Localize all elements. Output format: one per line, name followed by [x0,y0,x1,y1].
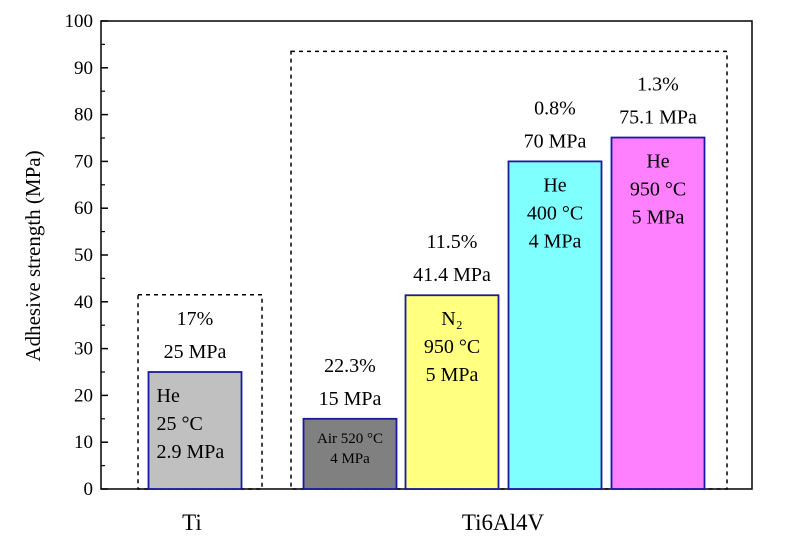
bar-value-label: 41.4 MPa [413,264,491,286]
y-tick-label: 20 [74,385,93,406]
group-label-ti: Ti [182,510,202,535]
bar-condition-label: 2.9 MPa [157,441,225,463]
group-box-ti [137,294,263,490]
y-tick-label: 100 [65,11,94,32]
bar-percent-label: 0.8% [534,97,576,119]
bar-condition-label: He [157,385,180,407]
y-tick-label: 90 [74,58,93,79]
bar-condition-label: 4 MPa [529,230,582,252]
bar-condition-label: 5 MPa [426,364,479,386]
bar-value-label: 70 MPa [524,130,587,152]
y-tick-label: 80 [74,105,93,126]
bar-percent-label: 17% [177,308,214,330]
bar-condition-label: 950 °C [424,336,480,358]
bar-percent-label: 22.3% [324,355,376,377]
bar-1 [302,417,398,490]
y-tick-label: 0 [84,479,94,500]
bar-4 [610,136,706,490]
bar-0 [147,371,243,490]
group-label-ti6al4v: Ti6Al4V [462,510,545,535]
bar-condition-label: N₂ [441,308,462,330]
y-tick-label: 50 [74,245,93,266]
bar-percent-label: 11.5% [427,231,478,253]
bar-condition-label: He [646,151,669,173]
y-tick-label: 70 [74,151,93,172]
y-tick-label: 10 [74,432,93,453]
bar-condition-label: 950 °C [630,179,686,201]
labels-layer: 0 10 20 30 40 50 60 70 80 90 100 Ti Ti6Al4V 17% 25 MPa… [65,11,698,535]
bar-value-label: 25 MPa [164,341,227,363]
bar-condition-label: 4 MPa [330,451,370,467]
bar-condition-label: 25 °C [157,413,203,435]
y-tick-label: 30 [74,339,93,360]
y-tick-label: 60 [74,198,93,219]
bar-value-label: 15 MPa [319,388,382,410]
bars-layer [147,136,706,490]
bar-condition-label: 5 MPa [632,207,685,229]
bar-condition-label: Air 520 °C [317,431,383,447]
bar-2 [404,294,500,490]
bar-percent-label: 1.3% [637,74,679,96]
y-axis-label: Adhesive strength (MPa) [21,150,45,361]
bar-3 [507,160,603,490]
bar-condition-label: 400 °C [527,202,583,224]
bar-value-label: 75.1 MPa [619,107,697,129]
y-tick-label: 40 [74,292,93,313]
bar-condition-label: He [543,174,566,196]
